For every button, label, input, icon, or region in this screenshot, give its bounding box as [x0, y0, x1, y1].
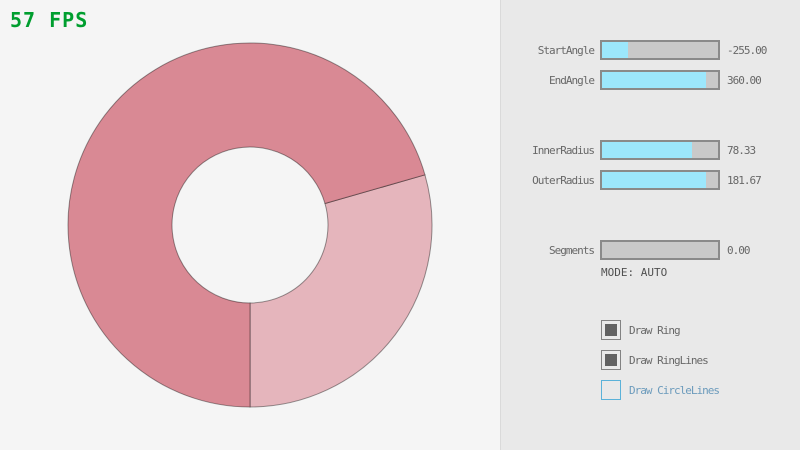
- mode-text: MODE: AUTO: [601, 266, 668, 279]
- segments-value: 0.00: [727, 243, 750, 257]
- endangle-label: EndAngle: [549, 73, 595, 87]
- ring-double-pass-sector: [67, 42, 426, 408]
- draw-ring-check-mark: [605, 324, 617, 336]
- outerradius-slider-fill: [602, 172, 707, 188]
- slider-row-segments: Segments 0.00: [501, 240, 800, 260]
- outerradius-value: 181.67: [727, 173, 762, 187]
- ring-single-pass-sector: [249, 174, 433, 408]
- endangle-slider-fill: [602, 72, 707, 88]
- innerradius-slider-fill: [602, 142, 693, 158]
- startangle-value: -255.00: [727, 43, 767, 57]
- draw-ring-label: Draw Ring: [629, 323, 681, 337]
- draw-circlelines-label: Draw CircleLines: [629, 383, 720, 397]
- endangle-slider[interactable]: [600, 70, 720, 90]
- checkbox-row-draw-circlelines: Draw CircleLines: [601, 380, 720, 400]
- draw-ringlines-label: Draw RingLines: [629, 353, 709, 367]
- outerradius-label: OuterRadius: [532, 173, 595, 187]
- checkbox-row-draw-ring: Draw Ring: [601, 320, 681, 340]
- checkbox-row-draw-ringlines: Draw RingLines: [601, 350, 709, 370]
- slider-row-startangle: StartAngle -255.00: [501, 40, 800, 60]
- controls-panel: StartAngle -255.00 EndAngle 360.00 Inner…: [500, 0, 800, 450]
- startangle-slider-fill: [602, 42, 628, 58]
- draw-ringlines-check-mark: [605, 354, 617, 366]
- segments-label: Segments: [549, 243, 595, 257]
- draw-ring-checkbox[interactable]: [601, 320, 621, 340]
- startangle-slider[interactable]: [600, 40, 720, 60]
- endangle-value: 360.00: [727, 73, 762, 87]
- segments-slider[interactable]: [600, 240, 720, 260]
- slider-row-innerradius: InnerRadius 78.33: [501, 140, 800, 160]
- ring-chart: [67, 42, 433, 408]
- innerradius-value: 78.33: [727, 143, 756, 157]
- draw-circlelines-checkbox[interactable]: [601, 380, 621, 400]
- outerradius-slider[interactable]: [600, 170, 720, 190]
- slider-row-endangle: EndAngle 360.00: [501, 70, 800, 90]
- draw-ringlines-checkbox[interactable]: [601, 350, 621, 370]
- fps-counter: 57 FPS: [10, 8, 89, 32]
- innerradius-slider[interactable]: [600, 140, 720, 160]
- startangle-label: StartAngle: [537, 43, 595, 57]
- slider-row-outerradius: OuterRadius 181.67: [501, 170, 800, 190]
- innerradius-label: InnerRadius: [532, 143, 595, 157]
